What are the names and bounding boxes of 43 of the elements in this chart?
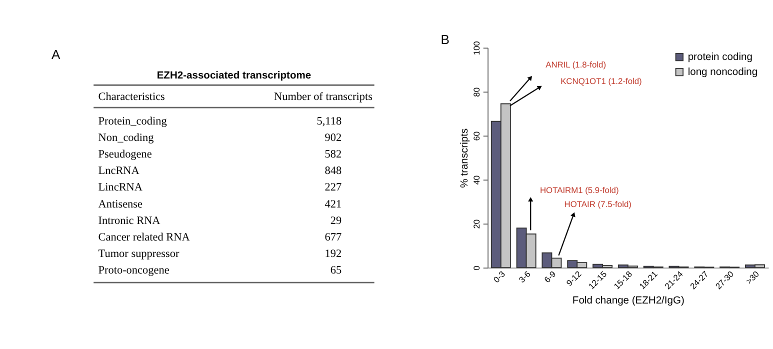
text: EZH2-associated transcriptome [156, 70, 312, 82]
text: 227 [324, 182, 342, 194]
category-label: Antisense [98, 198, 143, 210]
x-tick-label: 0-3 [491, 268, 508, 285]
y-tick-label: 20 [472, 219, 482, 229]
category-label: Cancer related RNA [98, 231, 191, 244]
annotation: KCNQ1OT1 (1.2-fold) [560, 76, 642, 86]
text: 421 [324, 198, 342, 210]
category-label: LncRNA [98, 165, 140, 178]
text: Number of transcripts [274, 91, 372, 104]
category-label: Non_coding [98, 132, 154, 144]
text: A [51, 46, 60, 62]
text: 5,118 [316, 115, 342, 128]
y-axis-title: % transcripts [459, 128, 470, 188]
legend-label: long noncoding [688, 66, 758, 78]
y-tick-label: 40 [472, 175, 482, 185]
text: 29 [330, 214, 342, 227]
y-tick-label: 60 [472, 131, 482, 141]
x-tick-label: 3-6 [516, 268, 533, 285]
category-label: Intronic RNA [98, 214, 162, 227]
text: B [440, 32, 450, 47]
text: 677 [324, 231, 342, 244]
y-tick-label: 80 [472, 87, 482, 97]
annotation: HOTAIRM1 (5.9-fold) [540, 184, 619, 195]
text: 902 [324, 132, 342, 144]
category-label: Protein_coding [98, 115, 168, 128]
text: Characteristics [98, 91, 165, 104]
x-axis-title: Fold change (EZH2/IgG) [572, 295, 684, 306]
x-tick-label: 6-9 [542, 268, 558, 285]
category-label: LincRNA [98, 182, 144, 194]
annotation: ANRIL (1.8-fold) [546, 59, 606, 70]
x-tick-label: >30 [744, 268, 762, 286]
category-label: Proto-oncogene [98, 264, 170, 277]
y-tick-label: 0 [472, 265, 482, 270]
text: 192 [324, 248, 342, 260]
y-tick-label: 100 [472, 40, 482, 56]
legend-label: protein coding [688, 52, 753, 63]
text: 582 [324, 148, 342, 161]
text: 848 [324, 165, 342, 178]
text: 65 [330, 264, 342, 277]
category-label: Pseudogene [98, 148, 152, 161]
category-label: Tumor suppressor [98, 248, 180, 260]
annotation: HOTAIR (7.5-fold) [564, 198, 632, 209]
